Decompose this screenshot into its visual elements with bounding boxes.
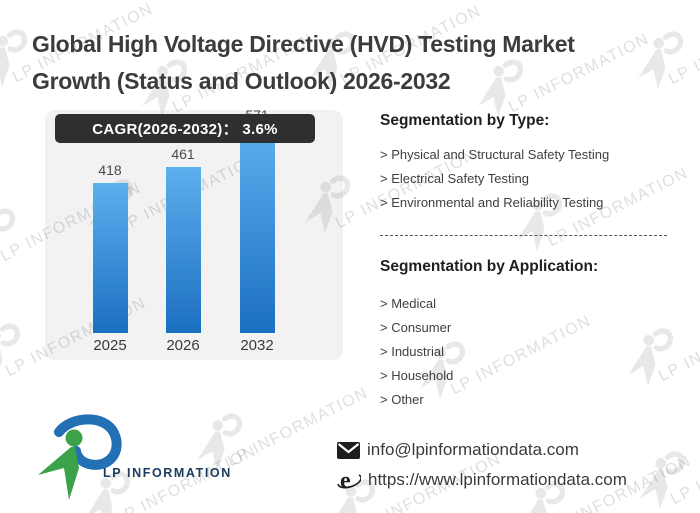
bar-2026 <box>165 167 201 333</box>
contact-email[interactable]: info@lpinformationdata.com <box>367 440 579 459</box>
page-title: Global High Voltage Directive (HVD) Test… <box>32 26 575 100</box>
contact-website[interactable]: https://www.lpinformationdata.com <box>368 470 627 489</box>
application-item-industrial: > Industrial <box>380 344 444 359</box>
watermark-tile: LP INFORMATION <box>420 312 650 428</box>
watermark-tile: LP INFORMATION <box>640 422 700 513</box>
application-item-medical: > Medical <box>380 296 436 311</box>
watermark-text: LP INFORMATION <box>655 299 700 386</box>
bar-2025 <box>92 183 128 333</box>
lp-information-logo <box>38 414 122 500</box>
bar-group-2025: 418 <box>75 162 145 333</box>
bar-value-label: 461 <box>171 146 195 162</box>
type-item-physical: > Physical and Structural Safety Testing <box>380 147 610 162</box>
dashed-divider <box>380 235 667 236</box>
page-title-line2: Growth (Status and Outlook) 2026-2032 <box>32 68 451 94</box>
page-title-line1: Global High Voltage Directive (HVD) Test… <box>32 31 575 57</box>
bar-group-2026: 461 <box>148 146 218 333</box>
lp-information-logo-text: LP INFORMATION <box>103 466 232 480</box>
watermark-tile: LP INFORMATION <box>638 2 700 118</box>
application-item-other: > Other <box>380 392 424 407</box>
type-item-environmental: > Environmental and Reliability Testing <box>380 195 604 210</box>
watermark-tile: LP INFORMATION <box>628 299 700 415</box>
cagr-badge: CAGR(2026-2032)： 3.6% <box>55 114 315 143</box>
application-item-consumer: > Consumer <box>380 320 452 335</box>
contact-website-row: e https://www.lpinformationdata.com <box>337 468 627 492</box>
bar-chart: 418 461 571 2025 2026 2032 <box>45 107 343 360</box>
segmentation-type-heading: Segmentation by Type: <box>380 112 550 129</box>
contact-email-row: info@lpinformationdata.com <box>337 440 579 460</box>
segmentation-application-heading: Segmentation by Application: <box>380 258 599 275</box>
segmentation-type-list: > Physical and Structural Safety Testing… <box>380 143 609 215</box>
segmentation-application-list: > Medical > Consumer > Industrial > Hous… <box>380 292 453 412</box>
bar-value-label: 418 <box>98 162 122 178</box>
browser-e-icon: e <box>337 468 361 492</box>
x-axis-label-2026: 2026 <box>166 337 200 354</box>
watermark-text: LP INFORMATION <box>665 2 700 89</box>
application-item-household: > Household <box>380 368 454 383</box>
bar-2032 <box>239 128 275 333</box>
type-item-electrical: > Electrical Safety Testing <box>380 171 529 186</box>
watermark-text: LP INFORMATION <box>447 312 595 399</box>
watermark-text: LP INFORMATION <box>667 422 700 509</box>
envelope-icon <box>337 441 360 459</box>
x-axis-label-2025: 2025 <box>93 337 127 354</box>
x-axis-label-2032: 2032 <box>240 337 274 354</box>
